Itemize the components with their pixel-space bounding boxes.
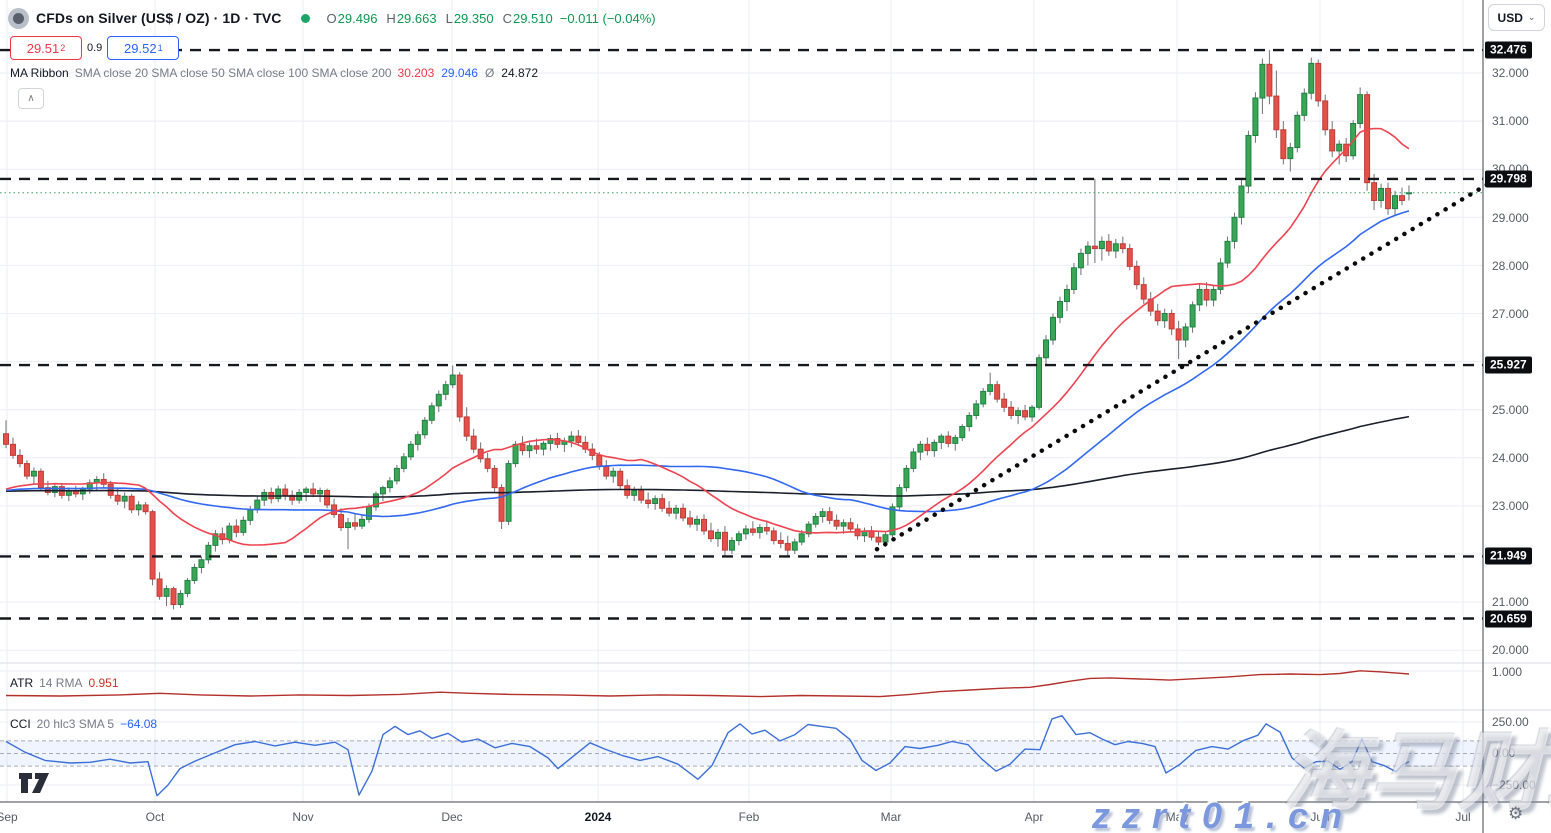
cci-band bbox=[0, 740, 1483, 767]
ma-ribbon-legend[interactable]: MA Ribbon SMA close 20 SMA close 50 SMA … bbox=[10, 66, 545, 80]
price-axis-label: 20.000 bbox=[1492, 643, 1529, 657]
time-axis-label: Jul bbox=[1455, 810, 1471, 824]
time-axis-label: Mar bbox=[880, 810, 902, 824]
time-axis-label: Sep bbox=[0, 810, 18, 824]
sell-price-sup: 2 bbox=[60, 43, 66, 53]
sell-price: 29.51 bbox=[26, 40, 60, 56]
time-axis-label: Jun bbox=[1310, 810, 1330, 824]
time-axis-label: Nov bbox=[292, 810, 314, 824]
time-axis-label: Apr bbox=[1024, 810, 1044, 824]
price-axis-label: 28.000 bbox=[1492, 259, 1529, 273]
cci-legend[interactable]: CCI 20 hlc3 SMA 5 −64.08 bbox=[10, 717, 157, 731]
price-axis-label: 32.000 bbox=[1492, 66, 1529, 80]
collapse-legend-button[interactable]: ∧ bbox=[18, 88, 44, 109]
price-axis-label: 250.00 bbox=[1492, 715, 1529, 729]
atr-line[interactable] bbox=[5, 670, 1410, 698]
cci-params: 20 hlc3 SMA 5 bbox=[36, 717, 115, 731]
price-level-chip: 32.476 bbox=[1485, 41, 1532, 59]
symbol-header: CFDs on Silver (US$ / OZ) · 1D · TVC O29… bbox=[8, 7, 656, 29]
candles bbox=[3, 49, 1412, 610]
ma-ribbon-name: MA Ribbon bbox=[10, 66, 69, 80]
gear-icon[interactable]: ⚙ bbox=[1508, 804, 1524, 823]
price-level-chip: 29.798 bbox=[1485, 170, 1532, 188]
time-axis-label: 2024 bbox=[584, 810, 612, 824]
symbol-title[interactable]: CFDs on Silver (US$ / OZ) · 1D · TVC bbox=[36, 10, 282, 26]
price-axis-label: 21.000 bbox=[1492, 595, 1529, 609]
symbol-logo-icon[interactable] bbox=[8, 7, 29, 29]
tradingview-logo-icon[interactable] bbox=[18, 770, 54, 796]
ohlc-item: O29.496 bbox=[326, 10, 378, 26]
buy-button[interactable]: 29.52 1 bbox=[107, 36, 180, 60]
time-axis[interactable]: Sep Oct Nov Dec 2024 Feb Mar Apr May Jun Jul bbox=[0, 802, 1551, 833]
horizontal-rays[interactable] bbox=[0, 48, 1483, 620]
ma-value: Ø bbox=[484, 66, 495, 80]
atr-value: 0.951 bbox=[88, 676, 119, 690]
ma-ribbon-values: 30.203 29.046 Ø 24.872 bbox=[398, 66, 545, 80]
order-panel: 29.51 2 0.9 29.52 1 bbox=[10, 36, 180, 60]
sell-button[interactable]: 29.51 2 bbox=[10, 36, 82, 60]
chevron-down-icon: ⌄ bbox=[1527, 12, 1536, 22]
cci-value: −64.08 bbox=[120, 717, 158, 731]
price-level-chip: 21.949 bbox=[1485, 547, 1532, 565]
currency-selector[interactable]: USD ⌄ bbox=[1488, 4, 1545, 31]
price-axis-label: −250.00 bbox=[1492, 778, 1536, 792]
ohlc-item: C29.510 bbox=[502, 10, 553, 26]
ma-value: 29.046 bbox=[441, 66, 478, 80]
ohlc-item: L29.350 bbox=[445, 10, 494, 26]
atr-name: ATR bbox=[10, 676, 34, 690]
price-axis-label: 24.000 bbox=[1492, 451, 1529, 465]
time-axis-label: May bbox=[1165, 810, 1189, 824]
price-axis-label: 0.00 bbox=[1492, 746, 1516, 760]
time-axis-label: Feb bbox=[738, 810, 760, 824]
spread-value: 0.9 bbox=[82, 40, 108, 56]
trendline[interactable] bbox=[874, 179, 1494, 552]
ma-value: 30.203 bbox=[397, 66, 435, 80]
sma-20-line[interactable] bbox=[5, 127, 1410, 546]
price-change: −0.011 (−0.04%) bbox=[559, 10, 656, 26]
price-axis-label: 27.000 bbox=[1492, 307, 1529, 321]
time-axis-label: Oct bbox=[145, 810, 165, 824]
price-axis-label: 29.000 bbox=[1492, 211, 1529, 225]
ohlc-values: O29.496 H29.663 L29.350 C29.510 bbox=[327, 11, 553, 26]
buy-price-sup: 1 bbox=[157, 43, 163, 53]
atr-legend[interactable]: ATR 14 RMA 0.951 bbox=[10, 676, 119, 690]
price-level-chip: 25.927 bbox=[1485, 356, 1532, 374]
price-axis[interactable]: USD ⌄ 32.000 31.000 30.000 29.000 28.000 27.0… bbox=[1483, 0, 1551, 833]
ma-ribbon-params: SMA close 20 SMA close 50 SMA close 100 … bbox=[74, 66, 392, 80]
ohlc-item: H29.663 bbox=[386, 10, 437, 26]
price-axis-label: 23.000 bbox=[1492, 499, 1529, 513]
time-axis-label: Dec bbox=[441, 810, 463, 824]
sma-200-line[interactable] bbox=[5, 415, 1410, 498]
price-axis-label: 1.000 bbox=[1492, 665, 1523, 679]
price-level-chip: 20.659 bbox=[1485, 610, 1532, 628]
atr-params: 14 RMA bbox=[39, 676, 83, 690]
market-status-icon[interactable] bbox=[300, 13, 310, 23]
ma-value: 24.872 bbox=[501, 66, 538, 80]
currency-label: USD bbox=[1497, 10, 1523, 25]
cci-line[interactable] bbox=[5, 715, 1410, 797]
grid bbox=[0, 0, 1483, 802]
price-axis-label: 25.000 bbox=[1492, 403, 1529, 417]
chevron-up-icon: ∧ bbox=[27, 93, 35, 104]
cci-name: CCI bbox=[10, 717, 31, 731]
price-axis-label: 31.000 bbox=[1492, 114, 1529, 128]
buy-price: 29.52 bbox=[124, 40, 157, 56]
sma-50-line[interactable] bbox=[5, 210, 1410, 518]
